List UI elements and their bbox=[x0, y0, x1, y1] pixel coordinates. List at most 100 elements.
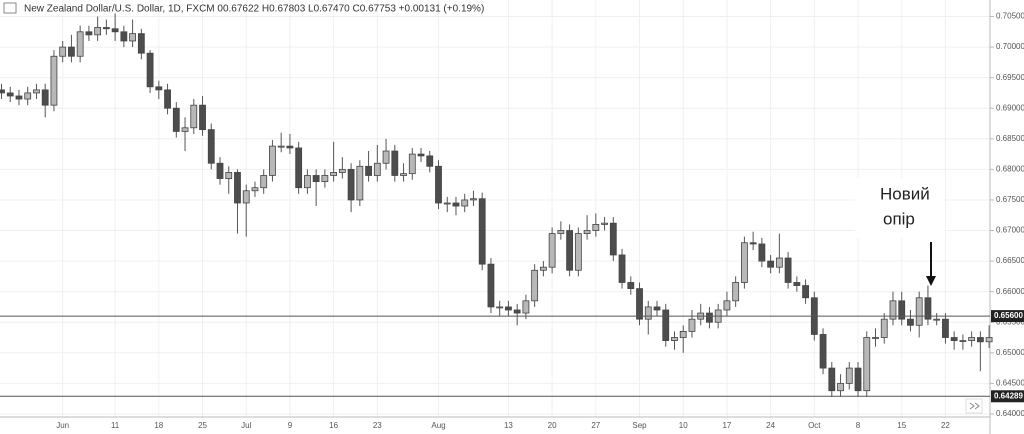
candle-body bbox=[557, 230, 565, 234]
candle-body bbox=[767, 260, 775, 268]
candle-body bbox=[758, 243, 766, 262]
x-tick-label: 17 bbox=[722, 421, 731, 430]
candle-body bbox=[592, 223, 600, 231]
candle-body bbox=[356, 165, 364, 201]
x-tick-label: Oct bbox=[808, 421, 821, 430]
candle-body bbox=[723, 300, 731, 311]
candle-body bbox=[574, 233, 582, 271]
price-label-bg bbox=[991, 310, 1024, 323]
candle-body bbox=[382, 150, 390, 164]
y-tick-label: 0.66000 bbox=[996, 287, 1024, 296]
x-tick-label: 15 bbox=[897, 421, 906, 430]
candle-body bbox=[784, 257, 792, 283]
candle-body bbox=[548, 233, 556, 268]
candle-body bbox=[435, 165, 442, 204]
candle-body bbox=[120, 31, 128, 42]
x-tick-label: 16 bbox=[329, 421, 338, 430]
candle-body bbox=[59, 46, 67, 57]
x-tick-label: 23 bbox=[373, 421, 382, 430]
candle-body bbox=[400, 173, 407, 176]
candle-body bbox=[347, 168, 355, 201]
x-tick-label: Jul bbox=[241, 421, 251, 430]
candle-body bbox=[330, 172, 338, 176]
candle-body bbox=[609, 222, 617, 256]
candle-body bbox=[50, 55, 58, 106]
candle-body bbox=[251, 187, 259, 192]
x-tick-label: 20 bbox=[548, 421, 557, 430]
x-tick-label: 18 bbox=[154, 421, 163, 430]
candle-body bbox=[216, 162, 224, 179]
candle-body bbox=[111, 28, 119, 33]
candle-body bbox=[732, 282, 740, 302]
candle-body bbox=[269, 145, 276, 176]
price-label-bg bbox=[991, 390, 1024, 403]
candle-body bbox=[487, 263, 495, 308]
candle-body bbox=[33, 89, 40, 94]
candle-body bbox=[94, 27, 102, 36]
candle-body bbox=[137, 33, 145, 54]
candle-body bbox=[793, 282, 801, 286]
candle-body bbox=[889, 300, 897, 320]
candle-body bbox=[443, 202, 451, 205]
candle-body bbox=[802, 285, 809, 299]
candle-body bbox=[688, 318, 696, 332]
y-tick-label: 0.69000 bbox=[996, 103, 1024, 112]
candle-body bbox=[242, 190, 250, 204]
candle-body bbox=[68, 46, 75, 57]
candle-body bbox=[915, 297, 923, 326]
candle-body bbox=[513, 309, 521, 314]
candle-body bbox=[706, 312, 713, 323]
x-tick-label: Aug bbox=[431, 421, 445, 430]
candle-body bbox=[312, 175, 320, 182]
candle-body bbox=[985, 337, 993, 343]
candle-body bbox=[976, 337, 984, 343]
x-tick-label: 10 bbox=[679, 421, 688, 430]
candle-body bbox=[260, 175, 268, 189]
price-label: 0.64289 bbox=[994, 391, 1023, 400]
candle-body bbox=[749, 242, 757, 245]
candle-body bbox=[583, 230, 591, 234]
candle-body bbox=[452, 202, 460, 207]
y-tick-label: 0.70500 bbox=[996, 12, 1024, 21]
x-tick-label: 27 bbox=[591, 421, 600, 430]
candle-body bbox=[898, 300, 906, 320]
candle-body bbox=[6, 92, 14, 97]
candle-body bbox=[164, 89, 171, 109]
x-tick-label: 25 bbox=[198, 421, 207, 430]
candle-body bbox=[819, 334, 827, 369]
candle-body bbox=[531, 269, 539, 302]
candle-body bbox=[775, 257, 783, 268]
candle-body bbox=[636, 288, 643, 320]
candle-body bbox=[102, 27, 110, 30]
candle-body bbox=[181, 127, 189, 132]
y-tick-label: 0.64500 bbox=[996, 378, 1024, 387]
candle-body bbox=[933, 318, 941, 321]
candle-body bbox=[863, 337, 871, 392]
candle-body bbox=[15, 95, 23, 100]
candle-body bbox=[470, 198, 477, 201]
arrow-head bbox=[926, 276, 936, 286]
candle-body bbox=[505, 306, 512, 311]
candle-body bbox=[426, 155, 434, 167]
x-tick-label: 13 bbox=[504, 421, 513, 430]
collapse-icon[interactable] bbox=[3, 2, 17, 14]
candle-body bbox=[286, 145, 294, 149]
candle-body bbox=[679, 330, 687, 338]
candle-body bbox=[408, 153, 416, 175]
x-tick-label: 24 bbox=[766, 421, 775, 430]
annotation: Новий bbox=[880, 184, 930, 203]
y-tick-label: 0.68000 bbox=[996, 164, 1024, 173]
y-tick-label: 0.66500 bbox=[996, 256, 1024, 265]
candle-body bbox=[155, 86, 163, 91]
candle-body bbox=[539, 266, 547, 271]
annotation: опір bbox=[883, 209, 915, 228]
x-tick-label: 22 bbox=[941, 421, 950, 430]
candle-body bbox=[85, 31, 93, 36]
candle-body bbox=[277, 145, 285, 148]
scroll-icon bbox=[969, 402, 980, 410]
candle-body bbox=[924, 297, 932, 320]
candle-body bbox=[172, 107, 180, 132]
candle-body bbox=[496, 306, 504, 309]
